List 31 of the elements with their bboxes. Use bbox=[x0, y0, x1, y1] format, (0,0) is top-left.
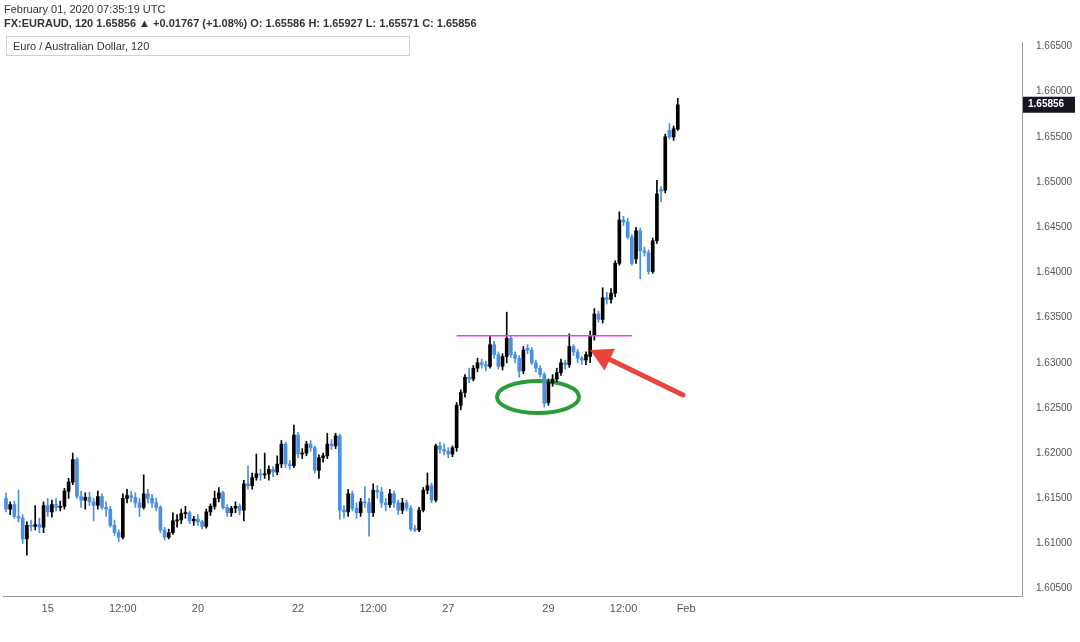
x-tick-label: 22 bbox=[291, 602, 305, 615]
y-tick-label: 1.66500 bbox=[1036, 40, 1073, 52]
x-tick-label: 20 bbox=[191, 602, 205, 615]
y-tick-label: 1.64000 bbox=[1036, 266, 1073, 278]
x-tick-label: 29 bbox=[542, 602, 555, 615]
y-tick-label: 1.62000 bbox=[1036, 446, 1073, 458]
candlestick bbox=[33, 505, 38, 531]
y-tick-label: 1.60500 bbox=[1036, 582, 1073, 594]
y-tick-label: 1.65500 bbox=[1036, 130, 1073, 142]
x-tick-label: Feb bbox=[676, 602, 696, 615]
y-tick-label: 1.66000 bbox=[1036, 85, 1073, 97]
text: 1.65856 bbox=[1028, 98, 1065, 110]
chart-subtitle: FX:EURAUD, 120 1.65856 ▲ +0.01767 (+1.08%) O: 1.65586 H: 1.65927 L: 1.65571 C: 1.65856 bbox=[4, 16, 477, 30]
text: February 01, 2020 07:35:19 UTC bbox=[4, 2, 167, 16]
y-tick-label: 1.63500 bbox=[1036, 311, 1073, 323]
x-tick-label: 27 bbox=[442, 602, 455, 615]
candlestick bbox=[262, 452, 267, 479]
x-tick-label: 15 bbox=[41, 602, 54, 615]
y-tick-label: 1.65000 bbox=[1036, 175, 1073, 187]
y-tick-label: 1.62500 bbox=[1036, 401, 1073, 413]
x-tick-label: 12:00 bbox=[109, 602, 137, 615]
y-tick-label: 1.61500 bbox=[1036, 492, 1073, 504]
candlestick bbox=[29, 519, 33, 532]
x-tick-label: 12:00 bbox=[359, 602, 387, 615]
y-tick-label: 1.63000 bbox=[1036, 356, 1073, 368]
chart-title: Euro / Australian Dollar, 120 bbox=[6, 36, 410, 56]
x-tick-label: 12:00 bbox=[609, 602, 638, 615]
y-tick-label: 1.61000 bbox=[1036, 537, 1073, 549]
candlestick bbox=[83, 492, 88, 510]
y-tick-label: 1.64500 bbox=[1036, 220, 1073, 232]
candlestick bbox=[196, 514, 200, 526]
